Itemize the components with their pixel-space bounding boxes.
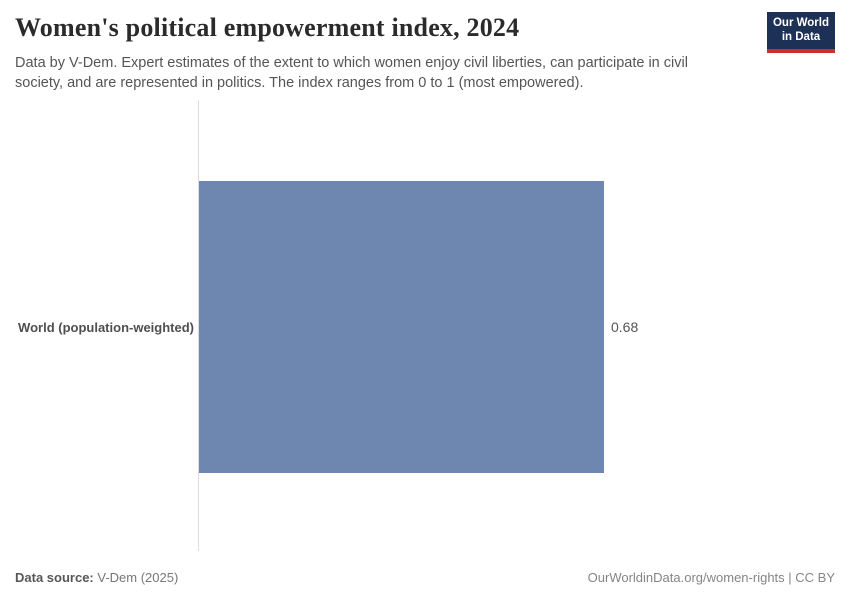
owid-logo-line2: in Data <box>781 30 821 43</box>
bar-category-label: World (population-weighted) <box>18 319 194 335</box>
bar-world[interactable] <box>199 181 604 473</box>
credit-link[interactable]: OurWorldinData.org/women-rights | CC BY <box>587 570 835 585</box>
data-source-label: Data source: <box>15 570 94 585</box>
chart-subtitle: Data by V-Dem. Expert estimates of the e… <box>15 55 688 91</box>
owid-logo-line1: Our World <box>772 17 829 29</box>
bar-value-label: 0.68 <box>611 319 639 335</box>
y-axis-line <box>198 100 199 551</box>
data-source-note: Data source: V-Dem (2025) <box>15 570 178 585</box>
owid-logo[interactable]: Our World in Data <box>767 12 835 53</box>
data-source-value: V-Dem (2025) <box>93 570 179 585</box>
page-title: Women's political empowerment index, 202… <box>15 13 520 42</box>
